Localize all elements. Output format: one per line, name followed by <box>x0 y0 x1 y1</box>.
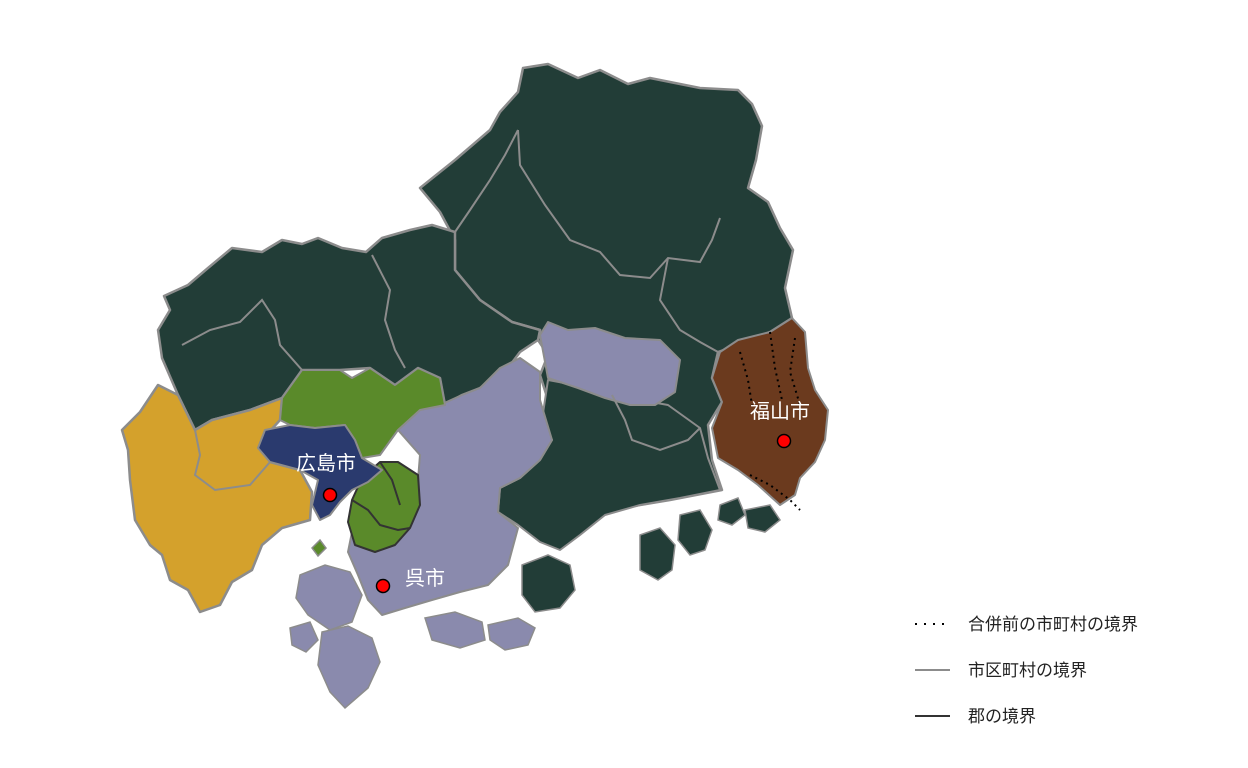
city-label-kure: 呉市 <box>405 566 445 590</box>
island-lavender-2 <box>317 625 381 710</box>
olive-island <box>311 538 327 558</box>
region-dark-green <box>156 62 795 551</box>
region-mustard <box>120 383 314 614</box>
region-fukuyama-city <box>711 317 829 506</box>
city-marker-hiroshima <box>322 487 338 503</box>
map-legend: 合併前の市町村の境界 市区町村の境界 郡の境界 <box>915 615 1138 727</box>
lavender-north-area <box>539 321 681 406</box>
city-hiroshima: 広島市 <box>296 451 356 503</box>
legend-label-county-border: 郡の境界 <box>968 707 1036 727</box>
island-lavender-3 <box>289 621 319 653</box>
city-label-hiroshima: 広島市 <box>296 451 356 475</box>
county-borders <box>351 461 411 532</box>
region-hiroshima-city <box>257 424 383 521</box>
city-marker-fukuyama <box>776 433 792 449</box>
island-lavender-5 <box>487 617 536 651</box>
legend-label-municipal-border: 市区町村の境界 <box>968 661 1087 681</box>
island-green-1 <box>639 527 676 581</box>
legend-item-pre-merger-border: 合併前の市町村の境界 <box>915 615 1138 635</box>
city-kure: 呉市 <box>375 566 445 594</box>
region-lavender <box>289 321 681 710</box>
island-green-2 <box>677 509 713 556</box>
legend-item-municipal-border: 市区町村の境界 <box>915 661 1087 681</box>
city-marker-kure <box>375 578 391 594</box>
municipal-borders <box>181 129 721 492</box>
island-green-3 <box>717 497 746 526</box>
island-green-5 <box>521 554 576 613</box>
island-green-4 <box>744 504 782 533</box>
legend-item-county-border: 郡の境界 <box>915 707 1036 727</box>
eastern-islands <box>521 497 782 613</box>
island-lavender-1 <box>295 564 363 631</box>
pre-merger-borders <box>739 331 801 511</box>
city-fukuyama: 福山市 <box>750 399 810 449</box>
island-lavender-4 <box>424 611 486 649</box>
legend-label-pre-merger-border: 合併前の市町村の境界 <box>968 615 1138 635</box>
city-label-fukuyama: 福山市 <box>750 399 810 423</box>
